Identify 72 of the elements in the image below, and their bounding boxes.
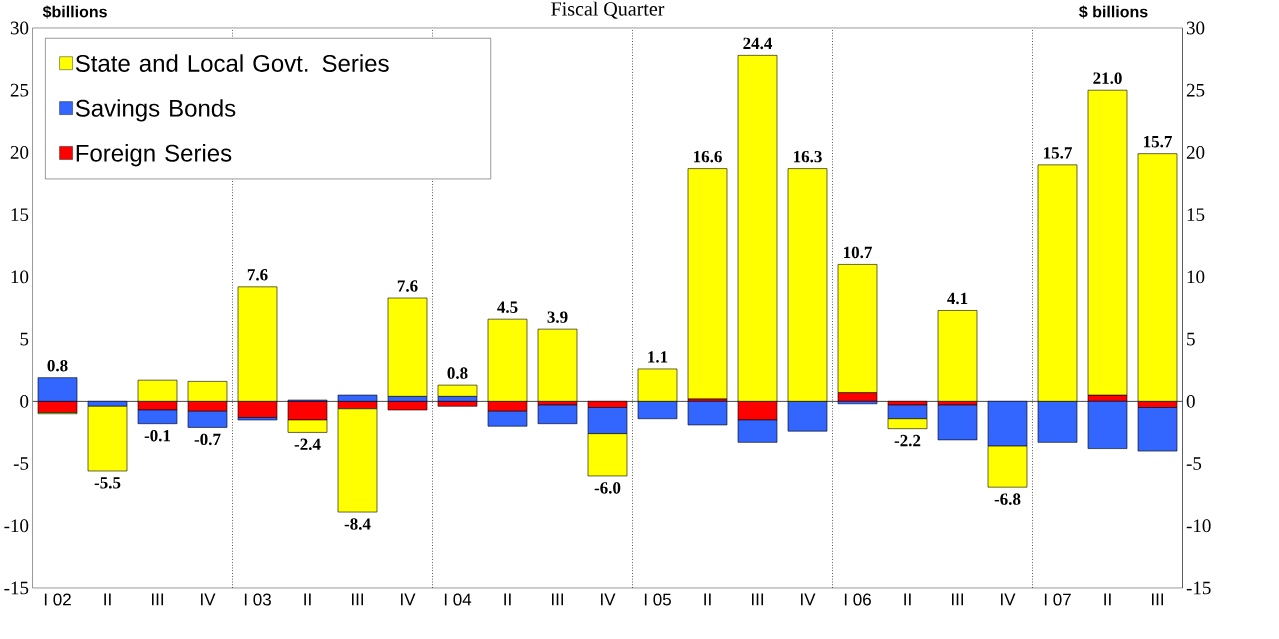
x-tick-label: II [704, 593, 711, 606]
y2-tick-label: 30 [1186, 21, 1205, 35]
x-tick-label: IV [1001, 593, 1016, 606]
total-label: -0.7 [194, 433, 221, 446]
y-axis-title: $billions [42, 5, 107, 19]
total-label: 7.6 [247, 269, 268, 281]
x-tick-label: III [352, 593, 364, 606]
y2-tick-label: 0 [1186, 394, 1195, 408]
x-tick-label: IV [601, 593, 616, 606]
y-tick-label: 10 [11, 270, 29, 284]
y-tick-label: -15 [4, 581, 29, 595]
y-tick-label: -10 [4, 519, 29, 533]
total-label: -5.5 [94, 477, 121, 489]
total-label: -2.2 [894, 434, 921, 447]
x-tick-label: IV [201, 593, 216, 606]
x-tick-label: I 06 [844, 593, 871, 606]
x-tick-label: III [951, 593, 964, 606]
x-tick-label: III [152, 593, 164, 606]
x-tick-label: I 07 [1044, 593, 1071, 606]
x-tick-label: I 02 [44, 593, 71, 606]
y2-tick-label: 25 [1186, 83, 1205, 97]
x-tick-label: III [751, 593, 764, 606]
y2-axis-title: $ billions [1079, 5, 1148, 19]
total-label: -6.8 [994, 493, 1021, 505]
y2-tick-label: 5 [1187, 332, 1195, 346]
y-tick-label: 5 [20, 332, 29, 346]
total-label: 24.4 [743, 37, 773, 50]
y-tick-label: 0 [20, 394, 29, 408]
x-tick-label: IV [401, 593, 416, 606]
y-tick-label: 30 [10, 21, 29, 35]
x-tick-label: III [551, 593, 564, 606]
total-label: -0.1 [144, 429, 171, 442]
x-tick-label: I 04 [444, 593, 472, 606]
x-tick-label: II [304, 593, 311, 606]
total-label: 0.8 [447, 367, 468, 379]
y2-tick-label: -5 [1186, 457, 1202, 470]
total-label: 16.3 [794, 150, 822, 163]
total-label: 21.0 [1093, 72, 1122, 84]
total-label: -6.0 [594, 482, 621, 494]
x-tick-label: II [904, 593, 911, 606]
total-label: 4.5 [497, 301, 518, 313]
x-tick-label: I 05 [644, 593, 671, 606]
y-tick-label: -5 [13, 457, 29, 470]
x-tick-label: III [1151, 593, 1164, 606]
y2-tick-label: -10 [1186, 519, 1211, 533]
total-label: 16.6 [694, 150, 722, 163]
x-tick-label: IV [801, 593, 816, 606]
total-label: 4.1 [947, 292, 968, 305]
total-label: 1.1 [648, 351, 668, 363]
y2-tick-label: 20 [1186, 146, 1205, 159]
legend-label: State and Local Govt. Series [75, 54, 389, 72]
total-label: -2.4 [294, 438, 321, 451]
x-tick-label: II [104, 593, 111, 606]
y2-tick-label: 15 [1187, 208, 1205, 221]
legend-label: Savings Bonds [75, 99, 236, 122]
total-label: 10.7 [844, 246, 872, 259]
x-tick-label: I 03 [244, 593, 271, 606]
y-tick-label: 25 [10, 83, 29, 97]
total-label: 7.6 [397, 280, 418, 292]
y-tick-label: 20 [10, 146, 29, 159]
y-tick-label: 15 [11, 208, 29, 221]
total-label: 15.7 [1143, 135, 1172, 148]
total-label: 3.9 [547, 311, 568, 323]
legend-label: Foreign Series [76, 144, 232, 167]
total-label: 0.8 [47, 359, 68, 372]
total-label: 15.7 [1044, 147, 1072, 159]
total-label: -8.4 [344, 518, 371, 530]
y2-tick-label: -15 [1186, 581, 1211, 595]
chart-title: Fiscal Quarter [551, 1, 665, 19]
x-tick-label: II [1104, 593, 1111, 606]
y2-tick-label: 10 [1187, 270, 1205, 284]
x-tick-label: II [504, 593, 511, 606]
